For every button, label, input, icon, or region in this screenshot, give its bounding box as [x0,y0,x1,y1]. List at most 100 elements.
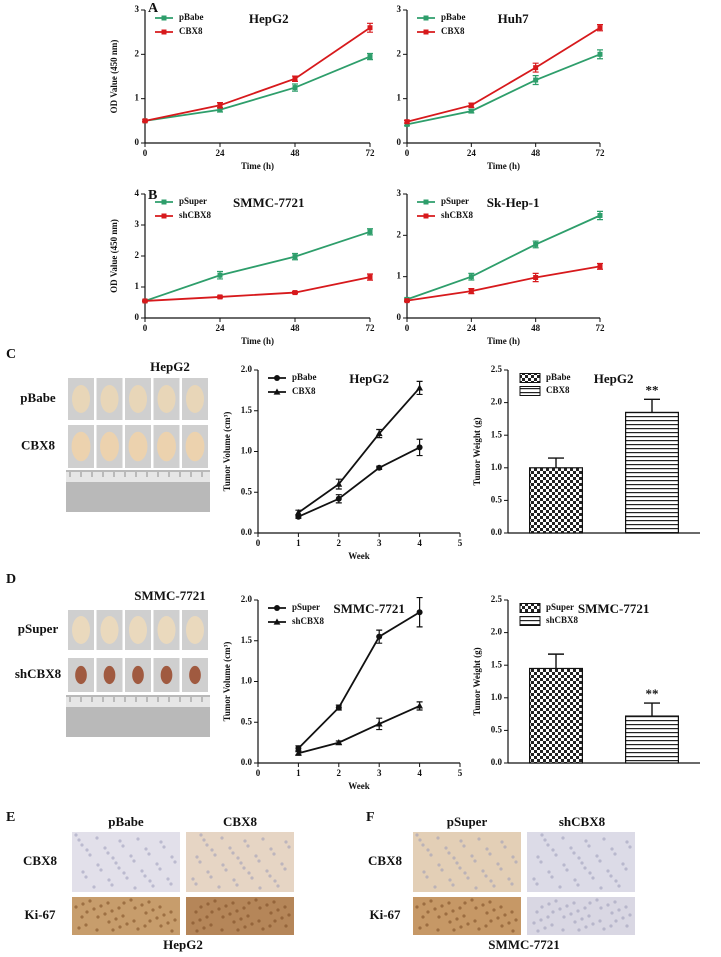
marker [217,107,223,113]
tumor [103,665,116,685]
x-axis-title: Time (h) [241,336,274,346]
ihc-cell [499,867,503,871]
ihc-cell [458,906,462,910]
marker [597,25,603,31]
ihc-cell [144,847,148,851]
ihc-cell [107,920,111,924]
marker [142,118,148,124]
y-tick-label: 2.0 [491,627,503,637]
row-label: Ki-67 [369,907,401,922]
ihc-image [186,897,294,935]
ihc-cell [198,860,202,864]
marker [468,288,474,294]
ihc-cell [148,919,152,923]
tumor [75,665,87,685]
marker [533,65,539,71]
tumor [100,431,119,462]
ihc-cell [206,870,210,874]
ihc-cell [614,919,618,923]
ihc-cell [536,855,540,859]
ihc-cell [535,882,539,886]
tumor [128,431,148,462]
ihc-cell [106,901,110,905]
series-line [298,446,421,518]
ihc-cell [455,917,459,921]
tumor [129,385,147,413]
y-tick-label: 3 [135,4,140,14]
ihc-cell [81,870,85,874]
ihc-cell [273,919,277,923]
ihc-cell [624,867,628,871]
ihc-cell [103,846,107,850]
ihc-cell [433,907,437,911]
ihc-cell [440,868,444,872]
ihc-cell [239,861,243,865]
ihc-cell [474,886,478,890]
ihc-cell [151,884,155,888]
ihc-cell [92,907,96,911]
ihc-cell [532,877,536,881]
x-tick-label: 0 [256,768,261,778]
legend-label: CBX8 [292,386,316,396]
ihc-cell [284,840,288,844]
ihc-cell [507,921,511,925]
ihc-cell [554,853,558,857]
ihc-cell [451,909,455,913]
ihc-cell [473,859,477,863]
panel-label: C [6,347,16,362]
y-axis-title: OD Value (450 nm) [109,219,119,293]
ihc-cell [554,899,558,903]
x-tick-label: 3 [377,768,382,778]
y-tick-label: 1.5 [491,659,503,669]
ihc-cell [206,902,210,906]
marker [376,464,383,471]
y-tick-label: 1.5 [491,429,503,439]
marker [597,263,603,269]
legend-label: pSuper [546,602,574,612]
ihc-cell [583,906,587,910]
ihc-cell [436,836,440,840]
ihc-cell [232,920,236,924]
marker [292,254,298,260]
x-tick-label: 5 [458,538,463,548]
panel-label: E [6,810,15,825]
ihc-caption: HepG2 [163,937,203,952]
ihc-cell [99,904,103,908]
y-tick-label: 3 [397,188,402,198]
ihc-cell [447,851,451,855]
ihc-cell [572,851,576,855]
ihc-cell [77,926,81,930]
ihc-cell [272,852,276,856]
ihc-cell [191,921,195,925]
ihc-cell [85,910,89,914]
x-tick-label: 4 [417,538,422,548]
ihc-cell [458,866,462,870]
ihc-cell [426,910,430,914]
ihc-cell [242,866,246,870]
ihc-cell [477,837,481,841]
ihc-cell [576,883,580,887]
photo-title: HepG2 [150,359,190,374]
legend-swatch [519,603,541,613]
ihc-cell [540,833,544,837]
bar [624,715,679,764]
tumor [157,616,176,644]
ihc-cell [99,868,103,872]
x-tick-label: 24 [216,148,226,158]
ihc-cell [444,846,448,850]
y-tick-label: 2 [135,250,140,260]
marker [468,102,474,108]
marker [292,85,298,91]
ihc-cell [173,918,177,922]
y-tick-label: 1.0 [241,676,253,686]
ihc-cell [136,927,140,931]
ihc-cell [598,919,602,923]
ihc-cell [85,848,89,852]
marker [292,76,298,82]
marker [423,199,429,205]
x-tick-label: 72 [596,323,606,333]
ihc-cell [158,905,162,909]
ihc-cell [451,883,455,887]
x-tick-label: 0 [143,323,148,333]
ihc-cell [543,926,547,930]
